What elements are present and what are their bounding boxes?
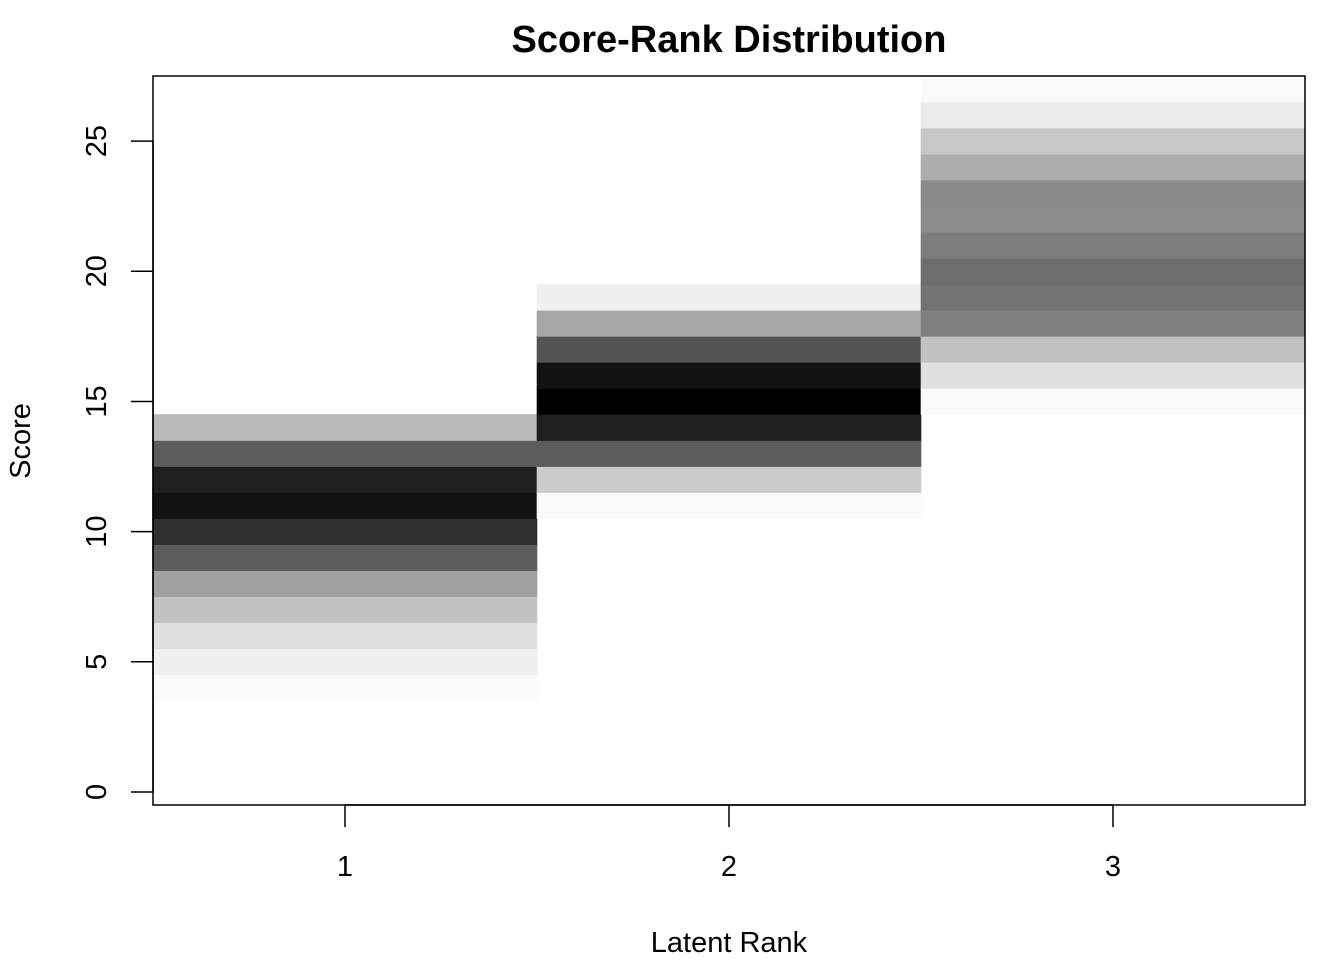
y-tick-label: 5	[81, 654, 113, 670]
heatmap-cell	[920, 153, 1306, 181]
x-tick-label: 3	[1105, 851, 1121, 883]
heatmap-cell	[920, 75, 1306, 103]
y-tick-label: 25	[81, 125, 113, 157]
heatmap-cell	[920, 127, 1306, 155]
heatmap-cell	[920, 336, 1306, 363]
heatmap-cell	[536, 336, 922, 363]
heatmap-cells	[152, 75, 1306, 702]
heatmap-cell	[536, 440, 922, 467]
y-tick-label: 20	[81, 255, 113, 287]
y-tick-label: 10	[81, 515, 113, 547]
heatmap-cell	[152, 570, 538, 598]
x-axis: 1 2 3	[337, 804, 1121, 883]
heatmap-cell	[920, 101, 1306, 129]
heatmap-cell	[536, 310, 922, 337]
heatmap-cell	[920, 283, 1306, 311]
heatmap-cell	[536, 283, 922, 311]
heatmap-cell	[152, 492, 538, 519]
heatmap-cell	[152, 518, 538, 545]
heatmap-cell	[920, 257, 1306, 285]
heatmap-cell	[152, 596, 538, 624]
chart-title: Score-Rank Distribution	[512, 19, 947, 61]
heatmap-cell	[536, 492, 922, 519]
heatmap-cell	[920, 179, 1306, 207]
heatmap-cell	[920, 310, 1306, 337]
y-axis-label: Score	[5, 403, 37, 479]
heatmap-cell	[152, 674, 538, 702]
y-axis: 0 5 10 15 20 25	[81, 125, 154, 800]
heatmap-cell	[152, 622, 538, 650]
heatmap-cell	[920, 362, 1306, 389]
x-tick-label: 1	[337, 851, 353, 883]
heatmap-cell	[536, 362, 922, 389]
heatmap-cell	[920, 231, 1306, 259]
heatmap-cell	[536, 414, 922, 441]
heatmap-cell	[152, 414, 538, 441]
y-tick-label: 0	[81, 784, 113, 800]
heatmap-cell	[152, 466, 538, 493]
x-axis-label: Latent Rank	[651, 927, 808, 959]
y-tick-label: 15	[81, 385, 113, 417]
heatmap-cell	[536, 388, 922, 415]
heatmap-cell	[152, 544, 538, 571]
heatmap-cell	[152, 440, 538, 467]
x-tick-label: 2	[721, 851, 737, 883]
heatmap-cell	[152, 648, 538, 676]
heatmap-cell	[920, 388, 1306, 415]
heatmap-cell	[920, 205, 1306, 233]
heatmap-cell	[536, 466, 922, 493]
